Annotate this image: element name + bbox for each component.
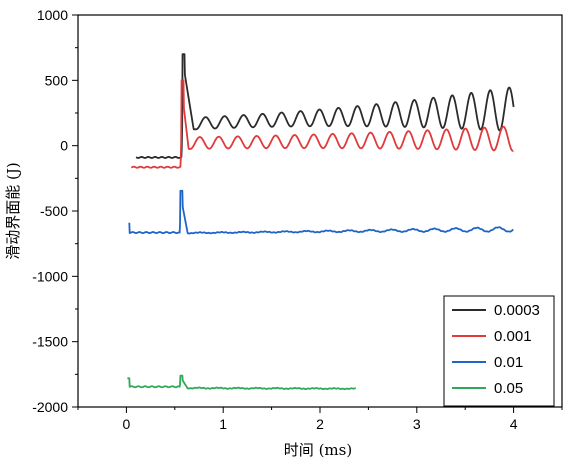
series-line-2 — [128, 189, 514, 235]
x-axis-title: 时间 (ms) — [284, 441, 352, 459]
y-tick-label: -1500 — [32, 334, 68, 350]
y-tick-label: 1000 — [37, 7, 68, 23]
y-tick-label: 500 — [45, 72, 69, 88]
legend-label: 0.05 — [494, 380, 523, 397]
series-line-0 — [135, 53, 515, 159]
series-layer — [126, 53, 515, 391]
x-axis-ticks: 0 1 2 3 4 — [77, 407, 563, 432]
series-line-3 — [126, 374, 357, 391]
x-tick-label: 3 — [413, 416, 421, 432]
legend-label: 0.0003 — [494, 302, 540, 319]
legend: 0.0003 0.001 0.01 0.05 — [443, 295, 555, 407]
x-tick-label: 0 — [123, 416, 131, 432]
x-tick-label: 1 — [219, 416, 227, 432]
legend-label: 0.01 — [494, 354, 523, 371]
x-tick-label: 2 — [316, 416, 324, 432]
y-tick-label: -500 — [40, 203, 68, 219]
y-axis-title: 滑动界面能 (J) — [4, 162, 22, 260]
y-tick-label: 0 — [60, 138, 68, 154]
y-tick-label: -2000 — [32, 399, 68, 415]
legend-label: 0.001 — [494, 328, 532, 345]
series-line-1 — [130, 79, 514, 169]
x-tick-label: 4 — [510, 416, 518, 432]
y-tick-label: -1000 — [32, 268, 68, 284]
y-axis-ticks: -2000 -1500 -1000 -500 0 500 1000 — [32, 7, 78, 415]
